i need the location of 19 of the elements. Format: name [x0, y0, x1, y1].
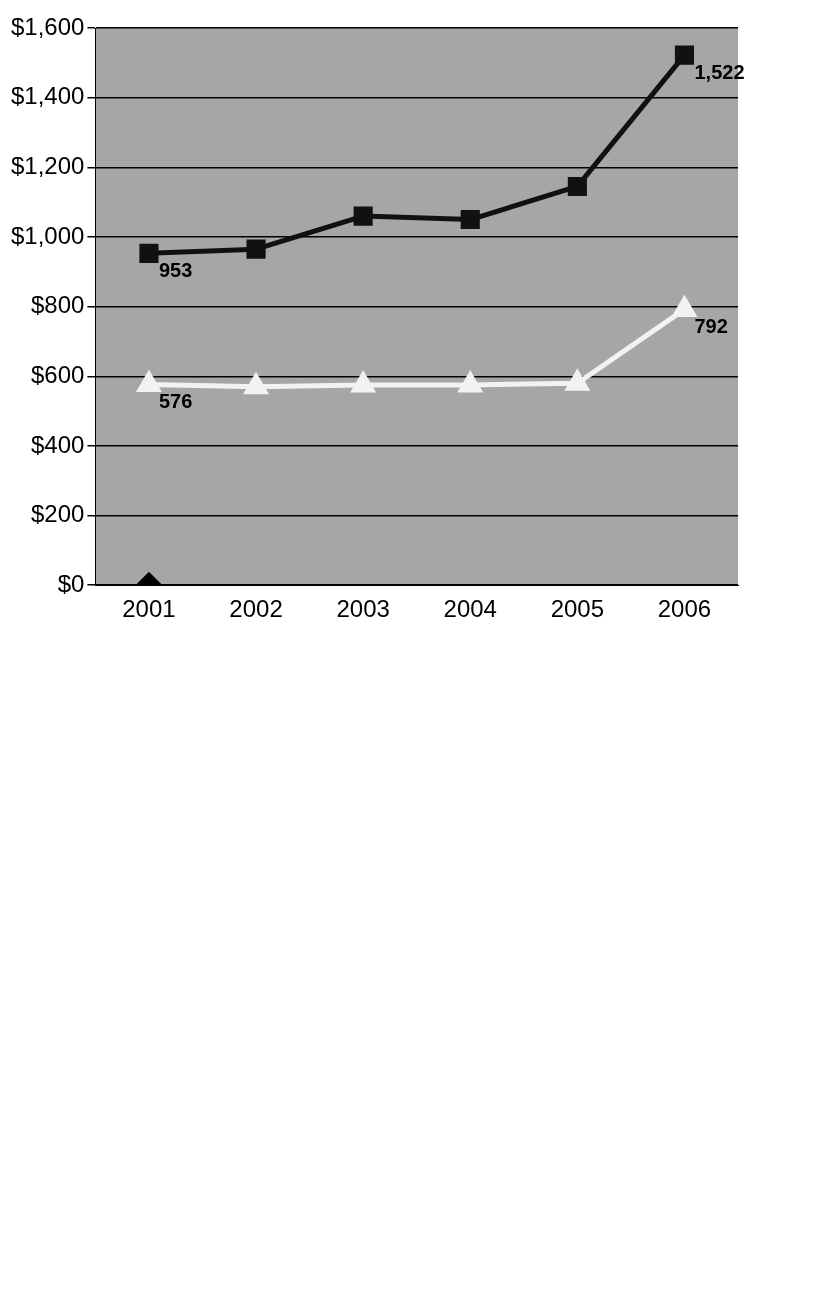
x-tick-label: 2005: [550, 595, 605, 623]
x-tick-label: 2002: [229, 595, 283, 623]
x-tick-label: 2001: [122, 595, 176, 623]
y-tick-label: $200: [31, 500, 85, 528]
y-tick-label: $1,000: [11, 221, 85, 249]
x-tick-label: 2006: [657, 595, 712, 623]
y-tick-label: $1,200: [11, 151, 85, 179]
data-label: 1,522: [694, 60, 745, 83]
y-tick-label: $1,400: [11, 82, 85, 110]
x-tick-label: 2003: [336, 595, 390, 623]
data-label: 792: [694, 314, 728, 337]
x-tick-label: 2004: [443, 595, 497, 623]
y-tick-label: $0: [57, 569, 85, 597]
data-label: 953: [158, 258, 193, 281]
y-tick-label: $1,600: [11, 12, 85, 40]
data-label: 576: [158, 390, 193, 413]
y-tick-label: $400: [31, 430, 85, 458]
y-tick-label: $600: [31, 360, 85, 388]
y-tick-label: $800: [31, 291, 85, 319]
